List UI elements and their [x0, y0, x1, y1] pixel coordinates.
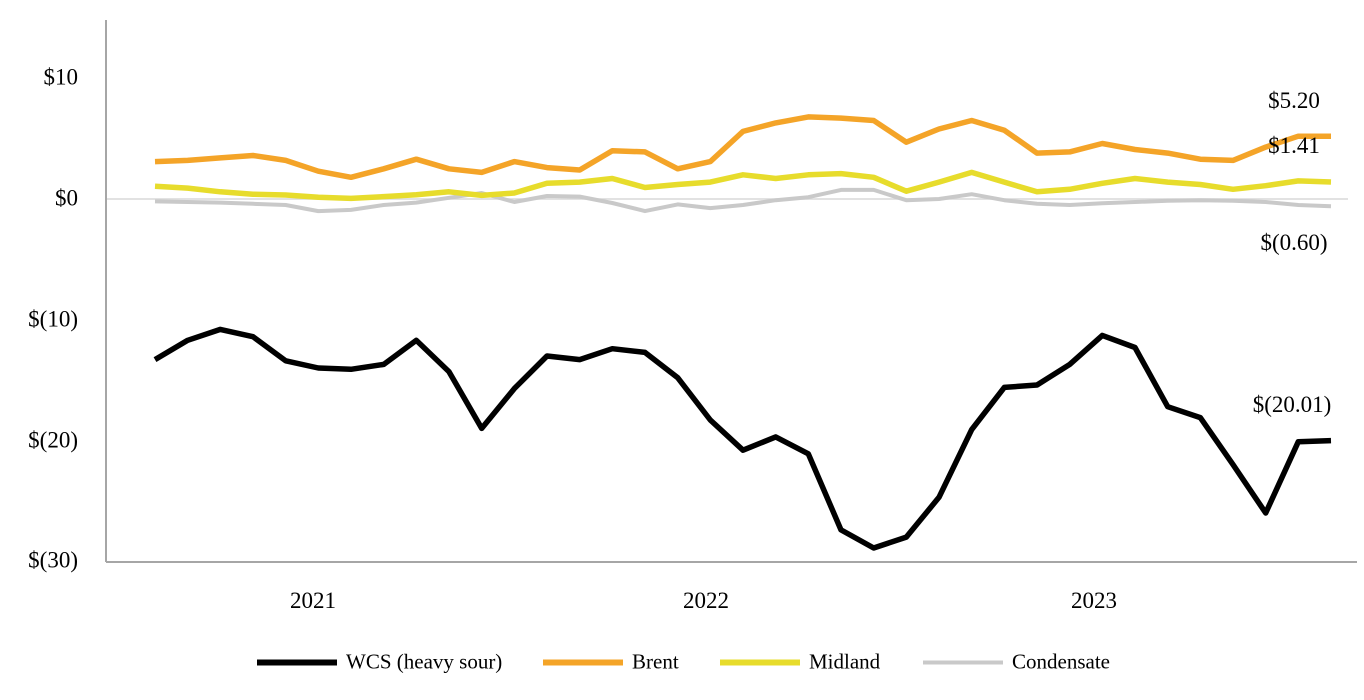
legend-label-brent: Brent	[632, 649, 679, 674]
x-label-2021: 2021	[290, 588, 336, 613]
x-label-2023: 2023	[1071, 588, 1117, 613]
legend-label-wcs: WCS (heavy sour)	[346, 649, 503, 674]
brent-line-swatch	[543, 659, 623, 665]
end-label-brent: $5.20	[1268, 88, 1320, 113]
y-tick-n20: $(20)	[28, 426, 78, 452]
end-label-wcs: $(20.01)	[1252, 392, 1332, 417]
series-line-wcs-heavy-sour	[153, 326, 1332, 551]
legend-item-wcs: WCS (heavy sour)	[257, 650, 502, 675]
y-tick-n30: $(30)	[28, 547, 78, 573]
x-label-2022: 2022	[683, 588, 729, 613]
wcs-line-swatch	[257, 659, 337, 665]
y-tick-0: $0	[55, 185, 78, 211]
condensate-line-swatch	[923, 660, 1003, 664]
y-tick-10: $10	[43, 64, 79, 90]
legend-item-brent: Brent	[543, 650, 679, 675]
legend-label-midland: Midland	[809, 649, 881, 674]
end-label-condensate: $(0.60)	[1260, 230, 1328, 255]
end-label-midland: $1.41	[1268, 133, 1320, 158]
midland-line-swatch	[720, 659, 800, 665]
legend-item-condensate: Condensate	[923, 650, 1110, 675]
legend-item-midland: Midland	[720, 650, 880, 675]
series-line-brent	[154, 114, 1331, 181]
series-line-midland	[154, 169, 1332, 202]
series-line-condensate	[154, 187, 1332, 214]
legend-label-condensate: Condensate	[1012, 649, 1110, 674]
series-lines	[153, 114, 1332, 551]
y-tick-n10: $(10)	[28, 306, 78, 332]
